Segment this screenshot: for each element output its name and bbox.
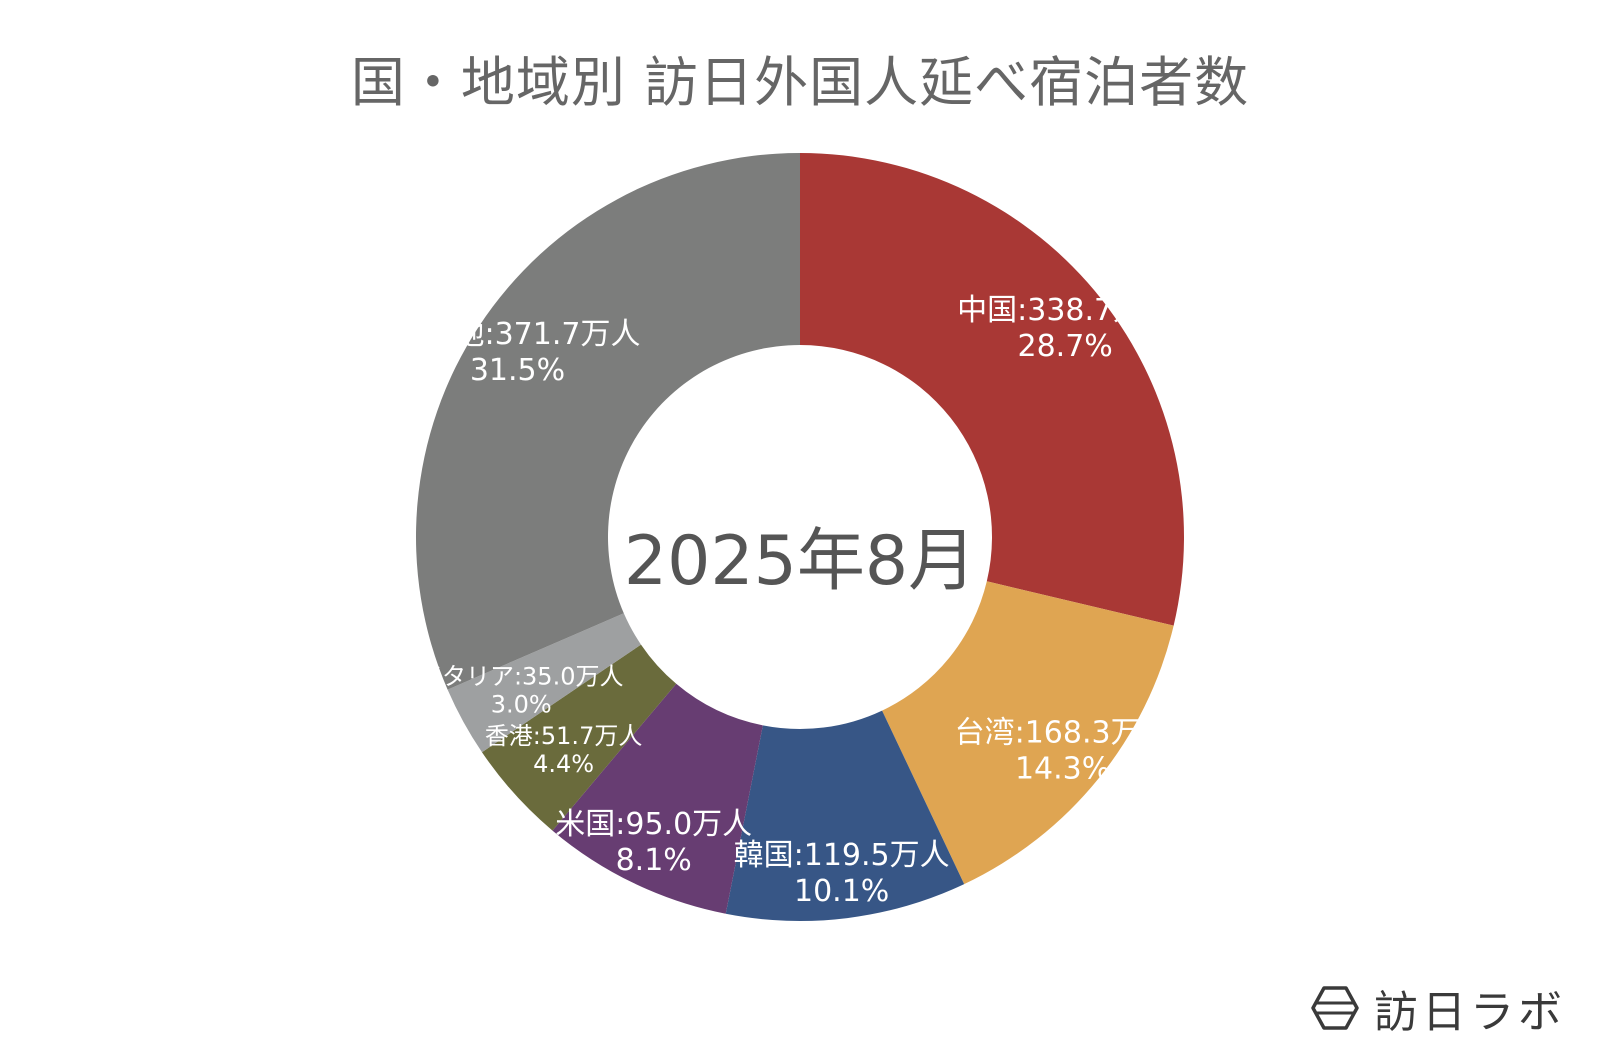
- slice-1: [882, 581, 1174, 885]
- slice-percent-4: 4.4%: [533, 750, 594, 778]
- slice-percent-6: 31.5%: [470, 353, 565, 388]
- slice-percent-1: 14.3%: [1015, 751, 1110, 786]
- slice-4: [481, 644, 677, 831]
- logo-icon: [1311, 986, 1359, 1030]
- slice-label-1: 台湾:168.3万人: [955, 715, 1171, 750]
- slice-percent-3: 8.1%: [616, 843, 692, 878]
- slice-percent-2: 10.1%: [794, 874, 889, 909]
- site-logo: 訪日ラボ: [1310, 978, 1566, 1038]
- donut-slices: [415, 153, 1185, 922]
- logo-text: 訪日ラボ: [1374, 987, 1566, 1038]
- slice-0: [800, 153, 1185, 626]
- slice-5: [447, 613, 641, 753]
- slice-percent-0: 28.7%: [1017, 329, 1112, 364]
- slice-percent-5: 3.0%: [491, 690, 552, 718]
- slice-label-5: イタリア:35.0万人: [419, 662, 624, 690]
- slice-2: [725, 710, 965, 922]
- slice-label-3: 米国:95.0万人: [555, 807, 752, 842]
- slice-label-4: 香港:51.7万人: [485, 722, 643, 750]
- slice-label-2: 韓国:119.5万人: [734, 838, 950, 873]
- center-label: 2025年8月: [624, 522, 976, 601]
- slice-3: [552, 683, 763, 914]
- chart-title: 国・地域別 訪日外国人延べ宿泊者数: [350, 51, 1250, 114]
- slice-label-0: 中国:338.7万人: [957, 293, 1173, 328]
- slice-6: [415, 153, 800, 690]
- slice-label-6: その他:371.7万人: [394, 317, 640, 352]
